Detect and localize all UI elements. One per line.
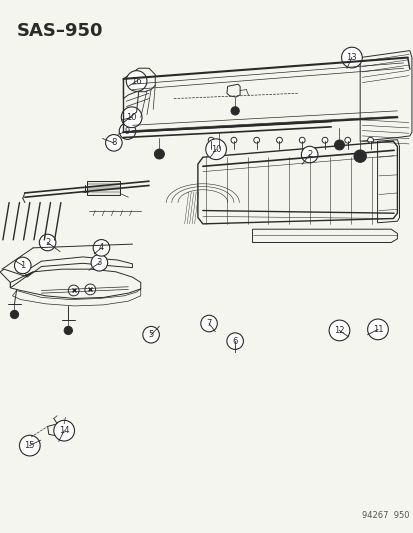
Circle shape <box>39 234 56 251</box>
Circle shape <box>301 146 317 163</box>
Text: 4: 4 <box>99 244 104 252</box>
Circle shape <box>341 47 361 68</box>
Circle shape <box>344 138 350 143</box>
Circle shape <box>276 138 282 143</box>
Text: 94267  950: 94267 950 <box>362 511 409 520</box>
Text: SAS–950: SAS–950 <box>17 22 103 40</box>
Circle shape <box>214 146 224 155</box>
Text: 5: 5 <box>148 330 153 339</box>
Circle shape <box>367 319 387 340</box>
Circle shape <box>54 421 74 441</box>
Circle shape <box>91 254 107 271</box>
Circle shape <box>154 149 164 159</box>
Text: 10: 10 <box>126 113 137 122</box>
Circle shape <box>299 138 304 143</box>
Circle shape <box>126 71 147 91</box>
Circle shape <box>93 239 109 256</box>
Circle shape <box>205 139 226 159</box>
Text: 9: 9 <box>125 127 130 135</box>
Circle shape <box>121 107 142 127</box>
Text: 7: 7 <box>206 319 211 328</box>
Circle shape <box>105 134 122 151</box>
Circle shape <box>253 138 259 143</box>
Text: 8: 8 <box>111 139 116 147</box>
Text: 2: 2 <box>306 150 311 159</box>
Text: 6: 6 <box>232 337 237 345</box>
Circle shape <box>68 285 79 296</box>
Polygon shape <box>87 181 120 195</box>
Circle shape <box>226 333 243 350</box>
Text: 13: 13 <box>346 53 356 62</box>
Circle shape <box>85 284 95 295</box>
Text: 15: 15 <box>24 441 35 450</box>
Text: 3: 3 <box>97 259 102 267</box>
Circle shape <box>142 326 159 343</box>
Circle shape <box>14 257 31 274</box>
Circle shape <box>230 138 236 143</box>
Circle shape <box>64 326 72 335</box>
Text: 14: 14 <box>59 426 69 435</box>
Text: 2: 2 <box>45 238 50 247</box>
Circle shape <box>19 435 40 456</box>
Circle shape <box>321 138 327 143</box>
Circle shape <box>230 107 239 115</box>
Circle shape <box>10 310 19 319</box>
Text: 1: 1 <box>20 261 25 270</box>
Text: 11: 11 <box>372 325 382 334</box>
Circle shape <box>334 140 344 150</box>
Text: 16: 16 <box>131 77 142 85</box>
Circle shape <box>367 138 373 143</box>
Circle shape <box>353 150 366 163</box>
Text: 12: 12 <box>333 326 344 335</box>
Circle shape <box>200 315 217 332</box>
Circle shape <box>208 138 214 143</box>
Circle shape <box>328 320 349 341</box>
Text: 10: 10 <box>210 145 221 154</box>
Circle shape <box>119 123 135 140</box>
